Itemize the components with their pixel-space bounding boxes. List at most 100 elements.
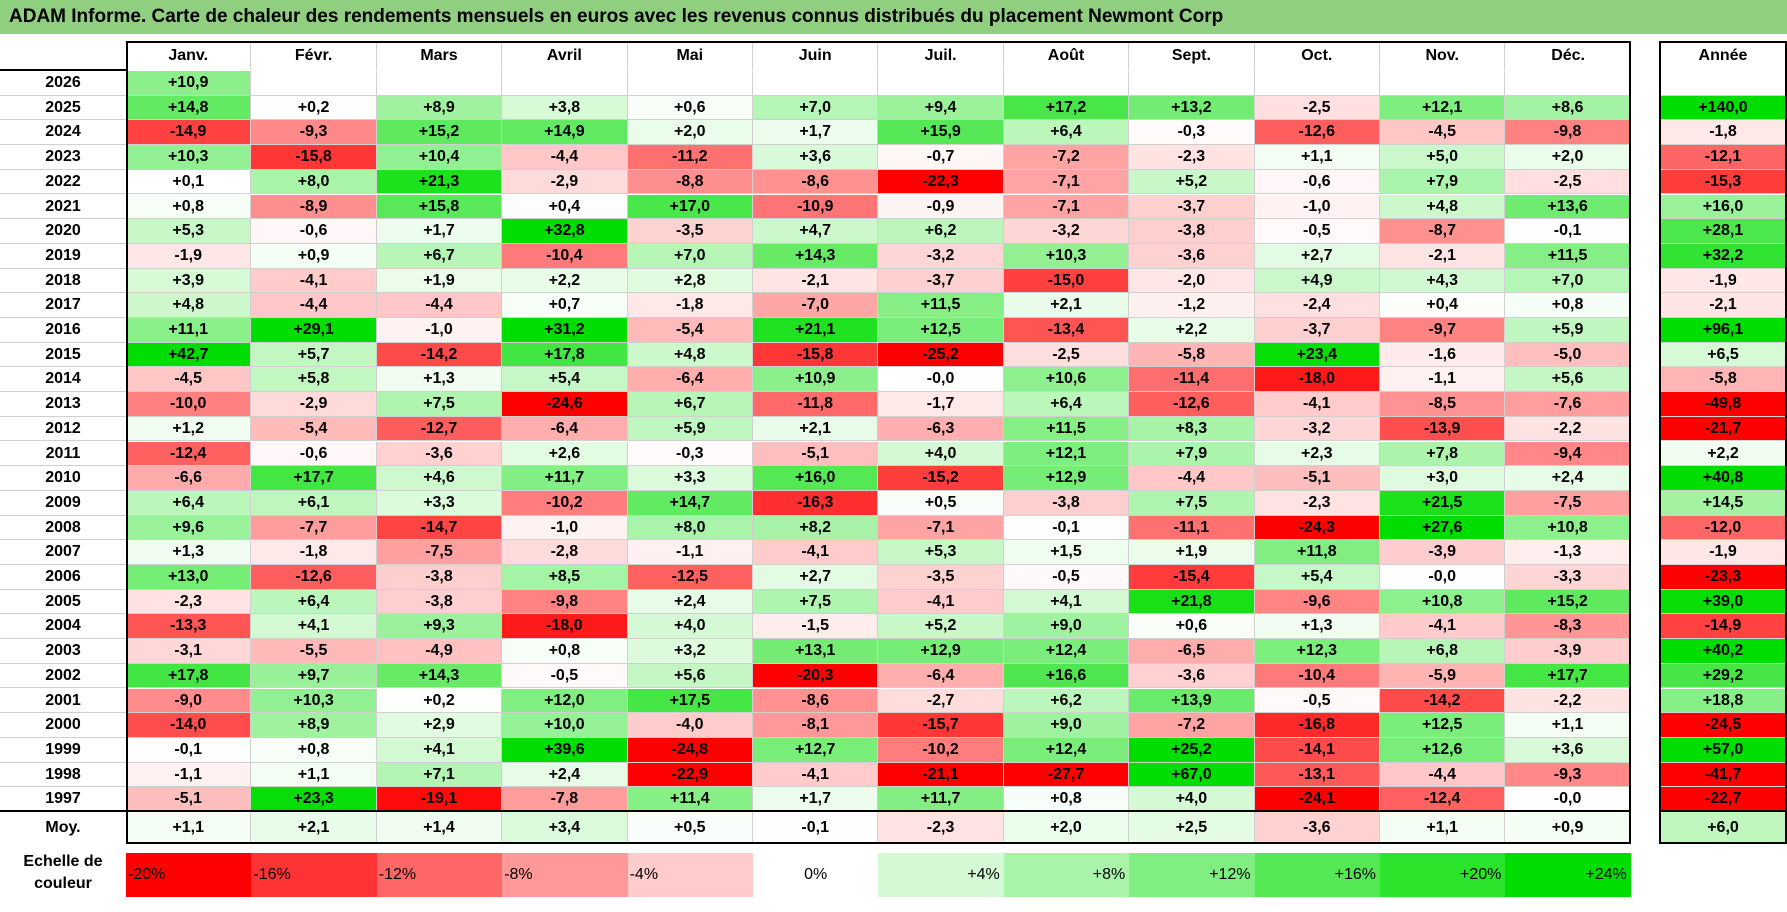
heatmap-cell: +67,0	[1129, 762, 1255, 788]
heatmap-cell: +9,4	[878, 95, 1004, 121]
heatmap-cell: +23,4	[1254, 342, 1380, 368]
annual-cell: +39,0	[1659, 589, 1787, 615]
heatmap-cell: +17,7	[251, 466, 377, 491]
heatmap-cell: -7,2	[1003, 145, 1130, 170]
annual-cell: -1,9	[1659, 268, 1787, 294]
header-divider	[0, 69, 126, 71]
annual-cell: +40,2	[1659, 639, 1787, 664]
heatmap-cell: +7,0	[753, 95, 879, 121]
heatmap-cell: -11,1	[1129, 515, 1255, 541]
heatmap-cell: +0,1	[126, 169, 252, 195]
annual-cell	[1659, 71, 1787, 96]
heatmap-cell: -12,5	[627, 565, 753, 590]
heatmap-cell: -14,7	[376, 515, 503, 541]
color-scale-label: Echelle de couleur	[0, 851, 126, 895]
heatmap-cell: -7,0	[753, 293, 879, 318]
heatmap-cell: +17,0	[627, 194, 753, 220]
annual-cell: -21,7	[1659, 416, 1787, 442]
heatmap-cell: +1,3	[376, 367, 503, 393]
heatmap-cell: -12,6	[1129, 392, 1255, 417]
row-label-2017: 2017	[0, 293, 126, 318]
heatmap-cell: -2,3	[1254, 490, 1380, 516]
heatmap-cell: -11,4	[1129, 367, 1255, 393]
heatmap-cell: +10,4	[376, 145, 503, 170]
average-cell: +0,9	[1505, 812, 1631, 843]
heatmap-cell: -4,4	[251, 293, 377, 318]
heatmap-cell: -10,9	[753, 194, 879, 220]
heatmap-cell: +12,6	[1380, 737, 1506, 763]
heatmap-cell: -3,5	[878, 565, 1004, 590]
heatmap-cell: -8,1	[753, 713, 879, 738]
heatmap-cell: +3,6	[1505, 737, 1631, 763]
month-header-5: Juin	[753, 41, 879, 70]
month-header-9: Oct.	[1255, 41, 1380, 70]
heatmap-cell: -5,4	[627, 318, 753, 343]
heatmap-cell: +12,9	[1003, 466, 1130, 491]
heatmap-cell: +5,2	[1129, 169, 1255, 195]
annual-cell: +29,2	[1659, 663, 1787, 689]
heatmap-cell: +5,8	[251, 367, 377, 393]
heatmap-cell	[878, 71, 1004, 96]
heatmap-cell: +7,5	[376, 392, 503, 417]
heatmap-cell: +10,9	[753, 367, 879, 393]
heatmap-cell: -7,1	[878, 515, 1004, 541]
color-scale-step: +24%	[1505, 853, 1631, 897]
heatmap-cell: +12,4	[1003, 639, 1130, 664]
heatmap-cell: +21,3	[376, 169, 503, 195]
row-label-2025: 2025	[0, 96, 126, 121]
heatmap-cell	[1380, 71, 1506, 96]
heatmap-cell: -0,3	[627, 441, 753, 467]
annual-cell: -23,3	[1659, 565, 1787, 590]
heatmap-cell: +5,2	[878, 614, 1004, 640]
heatmap-cell: +0,4	[1380, 293, 1506, 318]
average-cell: +2,5	[1129, 812, 1255, 843]
heatmap-cell: +1,3	[1254, 614, 1380, 640]
heatmap-cell: -0,9	[878, 194, 1004, 220]
heatmap-cell: +12,0	[502, 688, 628, 714]
row-label-2026: 2026	[0, 71, 126, 96]
heatmap-cell: +16,6	[1003, 663, 1130, 689]
heatmap-cell: +10,8	[1380, 589, 1506, 615]
annual-cell: -1,9	[1659, 540, 1787, 565]
heatmap-cell: -0,0	[1505, 787, 1631, 812]
heatmap-cell: +0,8	[251, 737, 377, 763]
average-cell: -3,6	[1254, 812, 1380, 843]
row-label-2012: 2012	[0, 417, 126, 442]
heatmap-cell: +11,4	[627, 787, 753, 812]
heatmap-cell: -3,8	[1129, 219, 1255, 244]
row-label-2008: 2008	[0, 516, 126, 541]
heatmap-cell: +1,5	[1003, 540, 1130, 565]
annual-cell: -24,5	[1659, 713, 1787, 738]
heatmap-cell: +2,1	[1003, 293, 1130, 318]
heatmap-cell: -16,8	[1254, 713, 1380, 738]
heatmap-cell: +9,3	[376, 614, 503, 640]
heatmap-cell: +2,9	[376, 713, 503, 738]
heatmap-cell: -1,7	[878, 392, 1004, 417]
heatmap-cell: +14,3	[376, 663, 503, 689]
heatmap-cell: -15,2	[878, 466, 1004, 491]
heatmap-cell: -1,3	[1505, 540, 1631, 565]
heatmap-cell: -12,7	[376, 416, 503, 442]
heatmap-cell: -2,9	[251, 392, 377, 417]
heatmap-cell: -9,7	[1380, 318, 1506, 343]
annual-cell: +140,0	[1659, 95, 1787, 121]
heatmap-cell: +7,5	[1129, 490, 1255, 516]
heatmap-cell: -14,9	[126, 120, 252, 146]
heatmap-cell: +2,7	[1254, 243, 1380, 269]
heatmap-cell: -15,4	[1129, 565, 1255, 590]
heatmap-cell: +21,1	[753, 318, 879, 343]
heatmap-cell: +25,2	[1129, 737, 1255, 763]
heatmap-cell: -24,1	[1254, 787, 1380, 812]
heatmap-cell: -0,6	[251, 219, 377, 244]
heatmap-cell: -4,4	[376, 293, 503, 318]
heatmap-cell: +3,9	[126, 268, 252, 294]
heatmap-cell: -8,8	[627, 169, 753, 195]
heatmap-cell: -0,3	[1129, 120, 1255, 146]
color-scale-label-line2: couleur	[34, 875, 92, 892]
heatmap-cell: -5,8	[1129, 342, 1255, 368]
heatmap-cell: +10,8	[1505, 515, 1631, 541]
heatmap-cell: +17,2	[1003, 95, 1130, 121]
heatmap-cell: -14,1	[1254, 737, 1380, 763]
heatmap-cell: -7,5	[1505, 490, 1631, 516]
heatmap-cell: -19,1	[376, 787, 503, 812]
